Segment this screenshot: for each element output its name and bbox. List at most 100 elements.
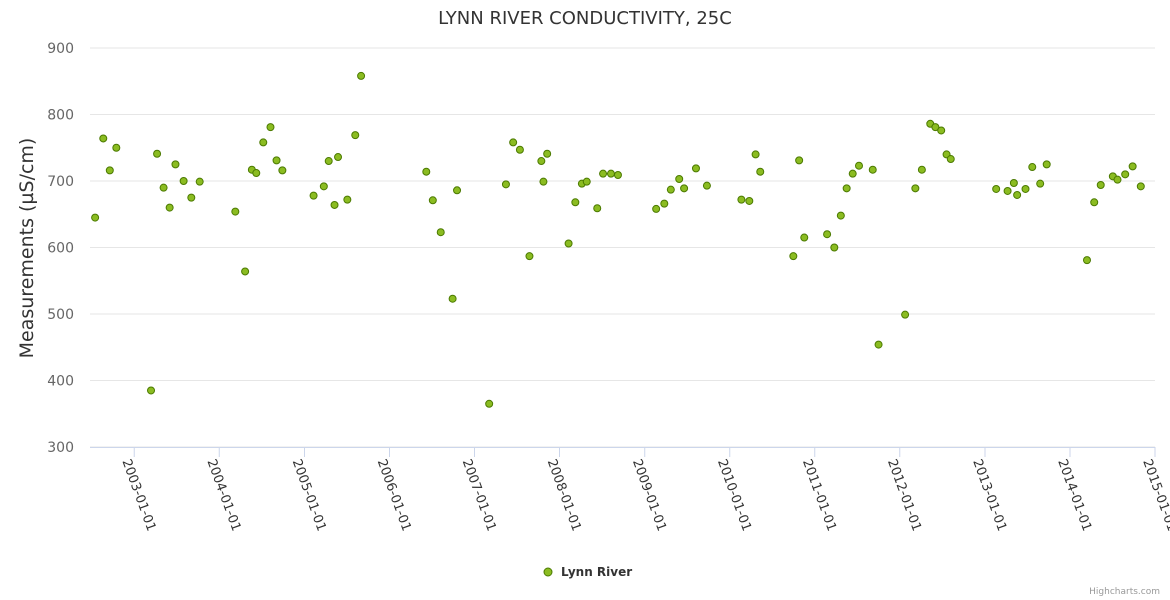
data-point[interactable] [1082, 256, 1091, 265]
data-point[interactable] [946, 155, 955, 164]
data-point[interactable] [571, 198, 580, 207]
data-point[interactable] [501, 180, 510, 189]
data-point[interactable] [931, 123, 940, 132]
data-point[interactable] [351, 131, 360, 140]
data-point[interactable] [309, 191, 318, 200]
data-point[interactable] [606, 169, 615, 178]
data-point[interactable] [1036, 179, 1045, 188]
data-point[interactable] [252, 169, 261, 178]
data-point[interactable] [91, 213, 100, 222]
data-point[interactable] [691, 164, 700, 173]
data-point[interactable] [525, 252, 534, 261]
data-point[interactable] [324, 157, 333, 166]
data-point[interactable] [187, 193, 196, 202]
data-point[interactable] [448, 294, 457, 303]
data-point[interactable] [911, 184, 920, 193]
data-point[interactable] [1021, 184, 1030, 193]
data-point[interactable] [702, 181, 711, 190]
data-point[interactable] [357, 71, 366, 80]
y-tick-label: 400 [47, 374, 74, 390]
data-point[interactable] [153, 149, 162, 158]
data-point[interactable] [1003, 186, 1012, 195]
data-point[interactable] [231, 207, 240, 216]
data-point[interactable] [515, 145, 524, 154]
y-tick-label: 800 [47, 108, 74, 124]
data-point[interactable] [901, 310, 910, 319]
data-point[interactable] [666, 185, 675, 194]
data-point[interactable] [613, 171, 622, 180]
data-point[interactable] [795, 156, 804, 165]
data-point[interactable] [1042, 160, 1051, 169]
data-point[interactable] [195, 177, 204, 186]
data-point[interactable] [343, 195, 352, 204]
data-point[interactable] [509, 138, 518, 147]
legend[interactable]: Lynn River [543, 565, 632, 579]
data-point[interactable] [428, 196, 437, 205]
legend-marker [543, 567, 553, 577]
legend-label[interactable]: Lynn River [561, 565, 632, 579]
data-point[interactable] [680, 184, 689, 193]
y-tick-label: 500 [47, 307, 74, 323]
data-point[interactable] [1113, 175, 1122, 184]
data-point[interactable] [737, 195, 746, 204]
data-point[interactable] [660, 199, 669, 208]
data-point[interactable] [1128, 162, 1137, 171]
data-point[interactable] [992, 184, 1001, 193]
data-point[interactable] [874, 340, 883, 349]
data-point[interactable] [334, 153, 343, 162]
data-point[interactable] [1136, 182, 1145, 191]
data-point[interactable] [165, 203, 174, 212]
data-point[interactable] [543, 149, 552, 158]
data-point[interactable] [278, 166, 287, 175]
data-point[interactable] [105, 166, 114, 175]
y-tick-label: 700 [47, 174, 74, 190]
data-point[interactable] [745, 196, 754, 205]
data-point[interactable] [756, 167, 765, 176]
data-point[interactable] [1090, 198, 1099, 207]
data-point[interactable] [751, 150, 760, 159]
data-point[interactable] [436, 228, 445, 237]
data-point[interactable] [652, 204, 661, 213]
data-point[interactable] [453, 186, 462, 195]
data-point[interactable] [319, 182, 328, 191]
credits-link[interactable]: Highcharts.com [1089, 587, 1160, 597]
data-point[interactable] [1009, 178, 1018, 187]
data-point[interactable] [868, 165, 877, 174]
data-point[interactable] [917, 165, 926, 174]
data-point[interactable] [179, 177, 188, 185]
data-point[interactable] [854, 161, 863, 170]
data-point[interactable] [485, 399, 494, 408]
data-point[interactable] [422, 167, 431, 176]
data-point[interactable] [823, 230, 832, 239]
data-point[interactable] [259, 138, 268, 147]
data-point[interactable] [539, 177, 548, 186]
y-tick-label: 900 [47, 41, 74, 57]
data-point[interactable] [241, 267, 250, 276]
data-point[interactable] [266, 123, 275, 132]
data-point[interactable] [171, 160, 180, 169]
data-point[interactable] [330, 200, 339, 209]
data-point[interactable] [836, 211, 845, 220]
data-point[interactable] [147, 386, 156, 395]
data-point[interactable] [599, 169, 608, 178]
data-point[interactable] [789, 252, 798, 261]
data-point[interactable] [564, 239, 573, 248]
data-point[interactable] [1096, 180, 1105, 189]
data-point[interactable] [842, 184, 851, 193]
y-tick-label: 300 [47, 440, 74, 456]
data-point[interactable] [593, 204, 602, 213]
data-point[interactable] [675, 175, 684, 184]
data-point[interactable] [830, 243, 839, 252]
data-point[interactable] [1121, 170, 1130, 179]
data-point[interactable] [800, 233, 809, 242]
data-point[interactable] [99, 134, 108, 143]
data-point[interactable] [272, 156, 281, 165]
data-point[interactable] [582, 177, 591, 186]
data-point[interactable] [937, 126, 946, 135]
data-point[interactable] [1028, 163, 1037, 172]
data-point[interactable] [159, 183, 168, 192]
data-point[interactable] [1013, 190, 1022, 199]
data-point[interactable] [112, 143, 121, 152]
data-point[interactable] [848, 169, 857, 178]
data-point[interactable] [537, 157, 546, 166]
